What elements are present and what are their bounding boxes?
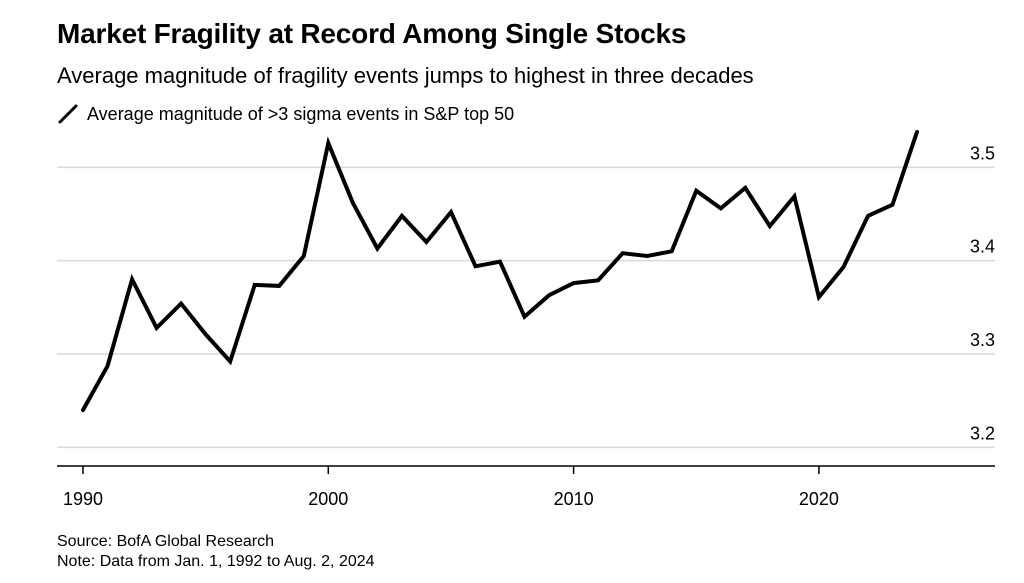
y-tick-label-3.4: 3.4 <box>970 237 995 257</box>
grid-layer <box>57 166 995 449</box>
chart-title: Market Fragility at Record Among Single … <box>57 18 687 49</box>
x-tick-label-2020: 2020 <box>799 489 839 509</box>
note-text: Note: Data from Jan. 1, 1992 to Aug. 2, … <box>57 553 375 570</box>
x-tick-label-1990: 1990 <box>63 489 103 509</box>
source-text: Source: BofA Global Research <box>57 533 275 550</box>
y-tick-label-3.2: 3.2 <box>970 423 995 443</box>
series-line-0 <box>81 129 919 412</box>
tick-labels: 3.2 3.3 3.4 3.5 1990 2000 2010 2020 <box>63 143 995 509</box>
y-tick-label-3.3: 3.3 <box>970 330 995 350</box>
legend-line-icon <box>58 104 78 124</box>
y-tick-label-3.5: 3.5 <box>970 143 995 163</box>
x-axis <box>57 465 995 474</box>
footer: Source: BofA Global Research Note: Data … <box>57 532 375 572</box>
legend-label: Average magnitude of >3 sigma events in … <box>87 103 515 124</box>
series-layer <box>81 129 919 412</box>
x-tick-label-2000: 2000 <box>308 489 348 509</box>
x-tick-label-2010: 2010 <box>554 489 594 509</box>
legend: Average magnitude of >3 sigma events in … <box>57 103 514 125</box>
chart-subtitle: Average magnitude of fragility events ju… <box>57 63 754 88</box>
